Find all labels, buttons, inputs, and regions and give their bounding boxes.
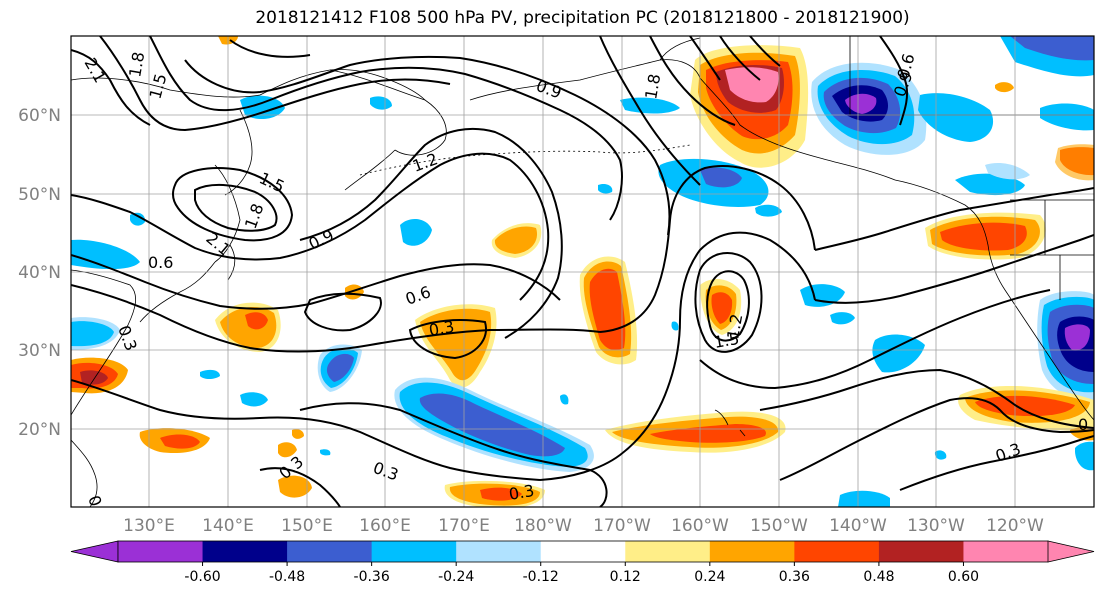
contour-label: 0.3 bbox=[84, 493, 111, 523]
lon-label: 160°W bbox=[671, 516, 729, 536]
lon-label: 140°W bbox=[829, 516, 887, 536]
contour-label: 1.5 bbox=[712, 329, 740, 352]
colorbar-segment bbox=[709, 541, 795, 562]
colorbar-segment bbox=[878, 541, 964, 562]
colorbar-tick-label: -0.48 bbox=[269, 569, 305, 585]
longitude-labels: 130°E 140°E 150°E 160°E 170°E 180°W 170°… bbox=[123, 516, 1044, 536]
colorbar-tick-label: 0.12 bbox=[610, 569, 641, 585]
colorbar-segment bbox=[287, 541, 373, 562]
colorbar-segment bbox=[456, 541, 542, 562]
colorbar-segment bbox=[963, 541, 1049, 562]
colorbar-border bbox=[117, 540, 1049, 563]
lon-label: 180°W bbox=[514, 516, 572, 536]
colorbar-tick-label: 0.48 bbox=[863, 569, 894, 585]
colorbar-tick-label: 0.60 bbox=[948, 569, 979, 585]
colorbar-extend-min bbox=[70, 540, 119, 563]
colorbar-tick-label: -0.60 bbox=[184, 569, 220, 585]
colorbar-tick-label: 0.24 bbox=[694, 569, 725, 585]
colorbar-tick-label: -0.12 bbox=[523, 569, 559, 585]
lon-label: 150°W bbox=[750, 516, 808, 536]
colorbar-tick-label: 0.36 bbox=[779, 569, 810, 585]
map-panel: 2.1 1.8 1.5 0.9 1.2 1.5 1.8 2.1 0.6 0.9 … bbox=[71, 36, 1094, 523]
lat-label-30n: 30°N bbox=[18, 341, 61, 361]
colorbar-tick-label: -0.24 bbox=[438, 569, 474, 585]
contour-label: 0 bbox=[1078, 415, 1088, 434]
lat-label-20n: 20°N bbox=[18, 420, 61, 440]
pv-contours bbox=[71, 36, 1094, 507]
lon-label: 170°E bbox=[438, 516, 490, 536]
colorbar-segment bbox=[202, 541, 288, 562]
gridlines bbox=[71, 36, 1094, 507]
contour-label: 0.3 bbox=[507, 481, 535, 504]
colorbar-segment bbox=[625, 541, 711, 562]
lon-label: 150°E bbox=[281, 516, 333, 536]
map-border bbox=[70, 35, 1095, 508]
lon-label: 130°W bbox=[907, 516, 965, 536]
contour-label: 0.3 bbox=[427, 317, 455, 340]
colorbar-segment bbox=[118, 541, 204, 562]
lat-label-60n: 60°N bbox=[18, 106, 61, 126]
colorbar: -0.60 -0.48 -0.36 -0.24 -0.12 0.12 0.24 0.36 0.4… bbox=[70, 540, 1095, 585]
contour-label: 1.8 bbox=[125, 50, 148, 78]
colorbar-extend-max bbox=[1047, 540, 1095, 563]
colorbar-segment bbox=[540, 541, 626, 562]
lat-label-50n: 50°N bbox=[18, 185, 61, 205]
lon-label: 140°E bbox=[202, 516, 254, 536]
colorbar-segment bbox=[794, 541, 880, 562]
contour-label: 0.6 bbox=[148, 253, 173, 272]
colorbar-segment bbox=[371, 541, 457, 562]
contour-label: 1.2 bbox=[723, 312, 746, 340]
contour-label: 1.8 bbox=[641, 72, 664, 100]
map-title: 2018121412 F108 500 hPa PV, precipitatio… bbox=[255, 8, 910, 28]
lon-label: 120°W bbox=[986, 516, 1044, 536]
lon-label: 170°W bbox=[593, 516, 651, 536]
colorbar-tick-label: -0.36 bbox=[354, 569, 390, 585]
lon-label: 160°E bbox=[359, 516, 411, 536]
lat-label-40n: 40°N bbox=[18, 263, 61, 283]
lon-label: 130°E bbox=[123, 516, 175, 536]
latitude-labels: 60°N 50°N 40°N 30°N 20°N bbox=[18, 106, 61, 440]
